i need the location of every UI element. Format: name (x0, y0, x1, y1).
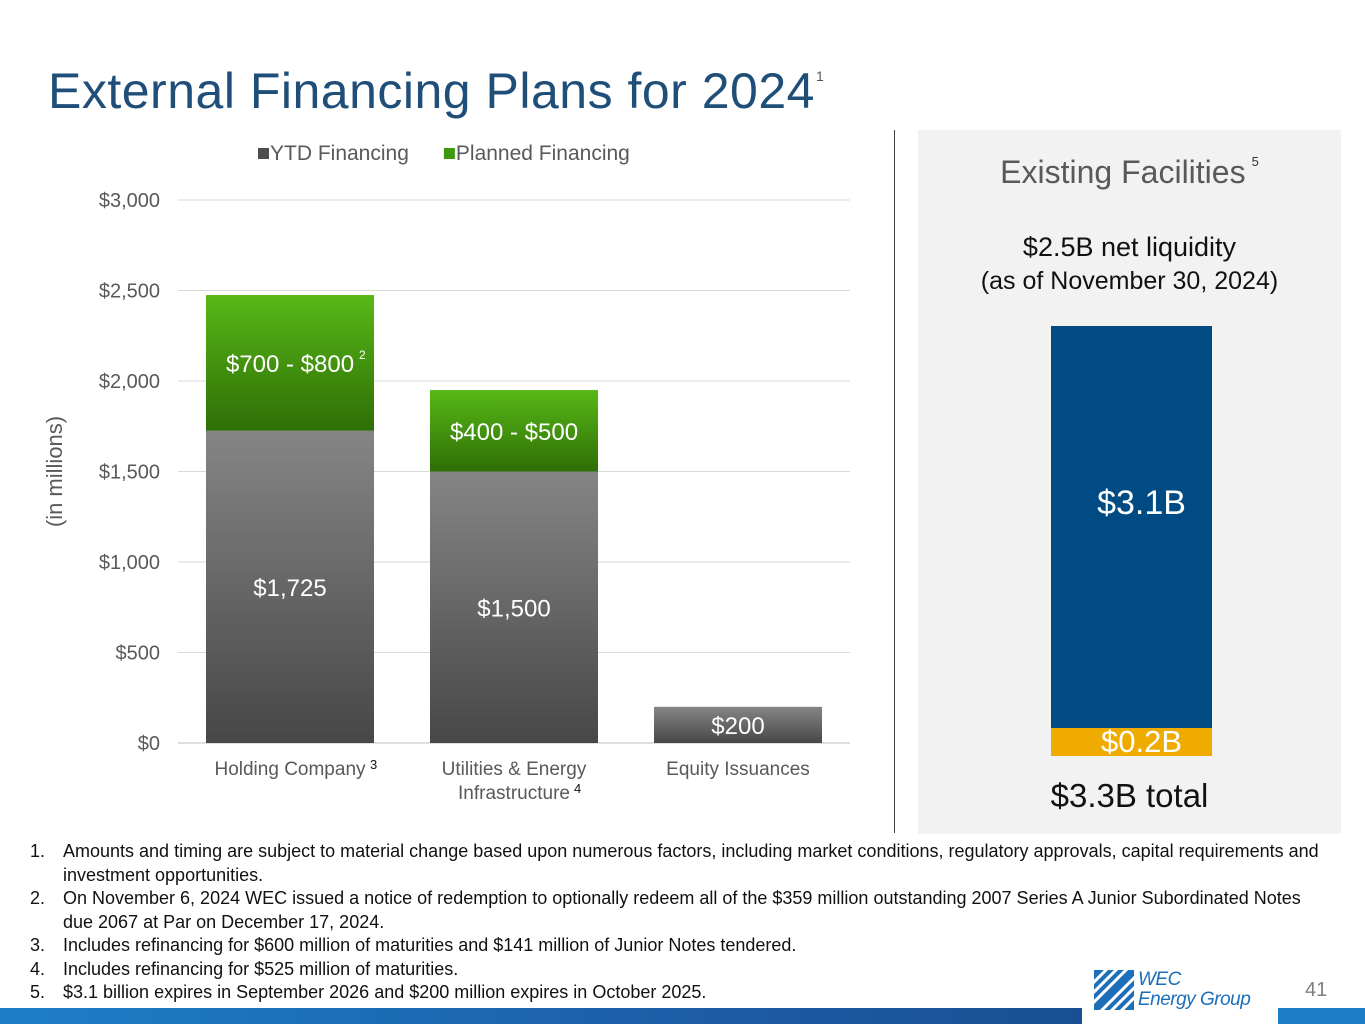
x-tick-label: Equity Issuances (666, 759, 810, 780)
data-label: $700 - $800 (226, 351, 354, 378)
data-label-footnote-ref: 2 (359, 348, 366, 362)
footnote: 4. Includes refinancing for $525 million … (30, 958, 1320, 982)
y-tick-label: $1,000 (99, 552, 160, 574)
x-tick-label: Holding Company (214, 759, 366, 780)
facility-bar-0-2b-label: $0.2B (1100, 724, 1182, 759)
footnote-text: On November 6, 2024 WEC issued a notice … (63, 888, 1301, 932)
financing-bar-chart: YTD Financing Planned Financing $0 $500 $1,… (42, 142, 850, 804)
x-tick-footnote-ref: 3 (370, 757, 377, 772)
footnote-number: 3. (30, 935, 46, 955)
y-axis-label: (in millions) (42, 416, 67, 527)
facilities-footnote-ref: 5 (1251, 154, 1259, 169)
title-text: External Financing Plans for 2024 (48, 63, 815, 119)
bar-ytd-financing (206, 430, 374, 743)
footnote-number: 4. (30, 958, 46, 979)
page-title: External Financing Plans for 20241 (48, 62, 824, 120)
footnote-text: Includes refinancing for $600 million of… (63, 935, 797, 955)
facilities-title-text: Existing Facilities (1000, 154, 1246, 190)
legend-swatch (443, 148, 455, 159)
data-label: $1,725 (253, 575, 326, 602)
y-tick-label: $3,000 (99, 190, 160, 212)
footnote-number: 2. (30, 888, 46, 908)
footnotes: 1. Amounts and timing are subject to mate… (30, 840, 1320, 1005)
liquidity-date: (as of November 30, 2024) (980, 267, 1279, 295)
footnote: 1. Amounts and timing are subject to mate… (30, 840, 1320, 887)
x-axis-ticks: Holding Company 3 Utilities & Energy Infras… (214, 757, 809, 804)
wec-logo-text: WEC Energy Group (1138, 969, 1251, 1010)
footnote: 3. Includes refinancing for $600 million … (30, 934, 1320, 958)
footnote-number: 5. (30, 982, 46, 1002)
facility-bar-0-2b (1051, 728, 1212, 756)
data-label: $1,500 (477, 595, 550, 622)
legend-swatch (258, 148, 269, 159)
wec-logo: WEC Energy Group (1094, 968, 1264, 1014)
chart-legend: YTD Financing Planned Financing (258, 142, 630, 165)
y-tick-label: $2,500 (99, 281, 160, 303)
footnote-text: Amounts and timing are subject to materi… (63, 841, 1319, 885)
logo-line-1: WEC (1138, 969, 1181, 990)
x-tick-label: Infrastructure (458, 783, 570, 804)
data-label: $400 - $500 (450, 419, 578, 446)
legend-label: Planned Financing (456, 142, 630, 165)
footnote-text: Includes refinancing for $525 million of… (63, 958, 459, 979)
facilities-total: $3.3B total (1050, 777, 1209, 814)
x-tick-footnote-ref: 4 (574, 781, 581, 796)
logo-line-2: Energy Group (1138, 989, 1251, 1010)
y-tick-label: $1,500 (99, 462, 160, 484)
page-number: 41 (1305, 979, 1328, 1001)
data-label: $200 (711, 713, 764, 740)
bar-planned-financing (430, 390, 598, 472)
chart-bars: $1,725 $700 - $800 2 $1,500 $400 - $500 $200 (206, 295, 822, 743)
wec-logo-icon (1094, 970, 1136, 1010)
section-divider (894, 130, 895, 833)
title-footnote-ref: 1 (815, 68, 825, 84)
footer-bar-right (1278, 1008, 1365, 1024)
facilities-title: Existing Facilities 5 (918, 154, 1341, 191)
bar-ytd-financing (654, 706, 822, 743)
y-tick-label: $2,000 (99, 371, 160, 393)
y-tick-label: $0 (138, 733, 160, 755)
y-axis-ticks: $0 $500 $1,000 $1,500 $2,000 $2,500 $3,000 (99, 190, 160, 755)
bar-ytd-financing (430, 471, 598, 743)
footnote-number: 1. (30, 841, 46, 861)
facility-bar-3-1b (1051, 326, 1212, 728)
footnote: 5. $3.1 billion expires in September 2026… (30, 981, 1320, 1005)
legend-label: YTD Financing (270, 142, 409, 165)
net-liquidity: $2.5B net liquidity (1022, 232, 1237, 262)
existing-facilities-panel: Existing Facilities 5 $2.5B net liquidity… (918, 130, 1341, 834)
footnote-text: $3.1 billion expires in September 2026 a… (63, 982, 707, 1002)
y-tick-label: $500 (116, 643, 161, 665)
x-tick-label: Utilities & Energy (442, 759, 587, 780)
footer-bar (0, 1008, 1082, 1024)
footnote: 2. On November 6, 2024 WEC issued a notic… (30, 887, 1320, 934)
facility-bar-3-1b-label: $3.1B (1097, 484, 1186, 522)
bar-planned-financing (206, 295, 374, 431)
